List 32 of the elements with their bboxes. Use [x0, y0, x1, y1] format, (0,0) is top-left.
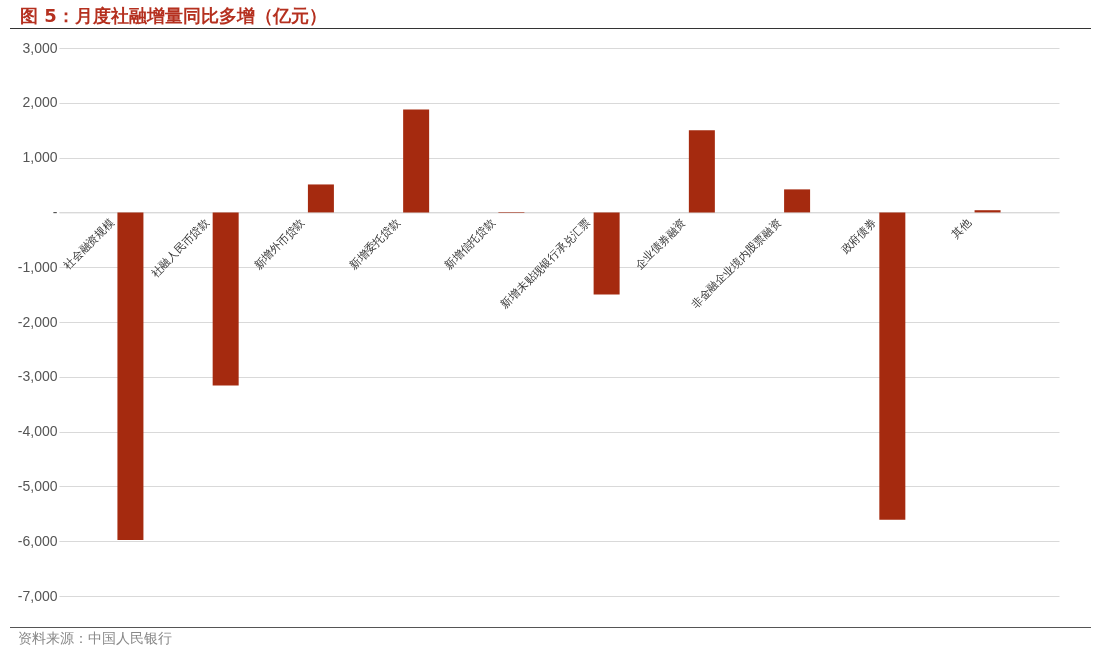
bar: [403, 109, 430, 213]
x-tick-label: 社会融资规模: [61, 216, 117, 273]
y-tick-label: 3,000: [22, 39, 58, 56]
x-tick-label: 新增委托贷款: [346, 216, 403, 273]
bar: [117, 212, 144, 541]
y-tick-label: 1,000: [22, 149, 58, 166]
bar: [688, 130, 715, 213]
x-tick-label: 新增信托贷款: [442, 216, 498, 273]
y-tick-label: -3,000: [17, 368, 58, 385]
y-tick-label: -6,000: [17, 532, 58, 549]
bar: [307, 184, 334, 213]
y-tick-label: -2,000: [17, 313, 58, 330]
x-tick-label: 其他: [949, 216, 975, 241]
y-tick-label: -1,000: [17, 258, 58, 275]
y-tick-label: -4,000: [17, 423, 58, 440]
bar: [593, 212, 620, 295]
x-tick-label: 非金融企业境内股票融资: [688, 216, 784, 311]
text: 资料来源：中国人民银行: [18, 630, 172, 648]
x-tick-label: 政府债券: [838, 216, 879, 257]
y-tick-label: -5,000: [17, 477, 58, 494]
y-tick-label: -7,000: [17, 587, 58, 604]
x-tick-label: 企业债券融资: [632, 216, 689, 273]
y-tick-label: -: [52, 203, 58, 220]
x-tick-label: 新增未贴现银行承兑汇票: [498, 216, 594, 311]
x-tick-label: 新增外币贷款: [251, 216, 308, 273]
chart-title: 图 5：月度社融增量同比多增（亿元）: [20, 4, 327, 28]
bar: [784, 189, 811, 213]
y-tick-label: 2,000: [22, 94, 58, 111]
bar: [974, 210, 1001, 213]
bar: [879, 212, 906, 520]
x-tick-label: 社融人民币贷款: [148, 216, 213, 280]
bar: [212, 212, 239, 386]
